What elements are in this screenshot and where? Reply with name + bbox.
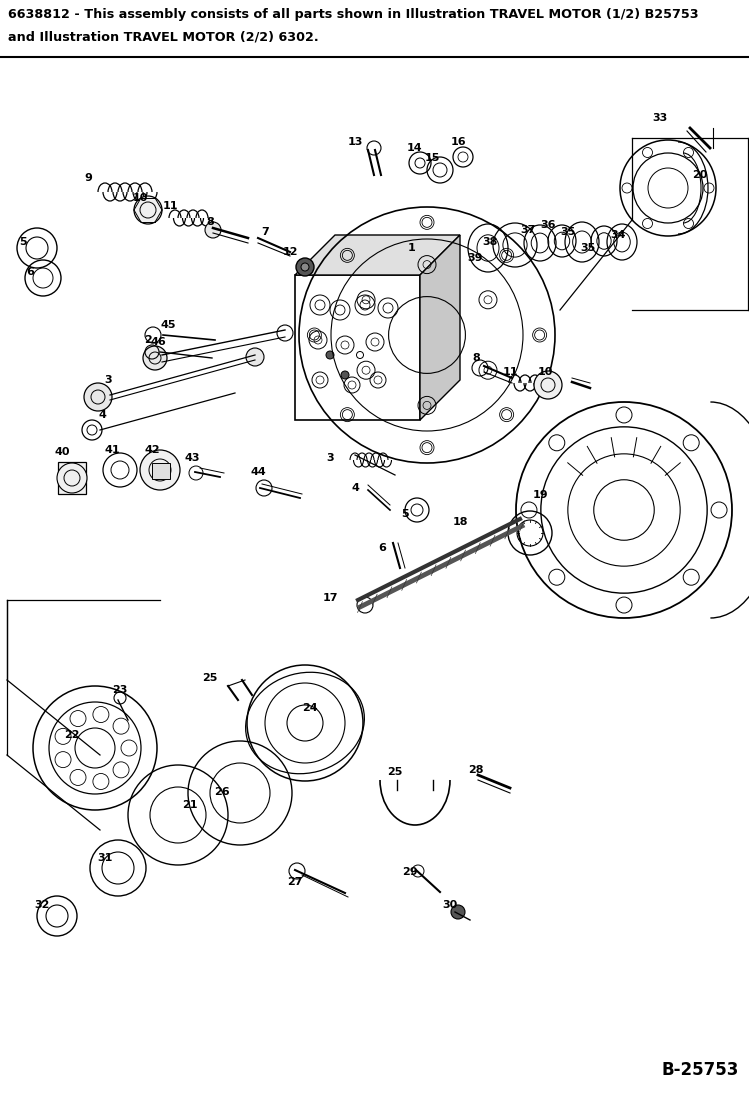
Circle shape: [134, 196, 162, 224]
Text: 32: 32: [34, 900, 49, 911]
Text: 2: 2: [144, 335, 152, 344]
Text: 10: 10: [537, 367, 553, 377]
Text: 46: 46: [150, 337, 166, 347]
Text: 3: 3: [104, 375, 112, 385]
Text: 17: 17: [322, 593, 338, 603]
Text: 7: 7: [261, 227, 269, 237]
Text: 35: 35: [560, 227, 576, 237]
Text: 29: 29: [402, 867, 418, 877]
Text: 41: 41: [104, 445, 120, 455]
Text: 6638812 - This assembly consists of all parts shown in Illustration TRAVEL MOTOR: 6638812 - This assembly consists of all …: [8, 8, 699, 21]
Polygon shape: [295, 235, 460, 275]
Text: 25: 25: [387, 767, 403, 777]
Text: 43: 43: [184, 453, 200, 463]
Text: 25: 25: [202, 672, 218, 683]
Text: 4: 4: [98, 410, 106, 420]
Bar: [152, 463, 170, 479]
Circle shape: [140, 450, 180, 490]
Text: 39: 39: [467, 253, 483, 263]
Text: 8: 8: [472, 353, 480, 363]
Text: 34: 34: [610, 230, 625, 240]
Polygon shape: [420, 235, 460, 420]
Text: 40: 40: [54, 446, 70, 457]
Text: 37: 37: [521, 225, 536, 235]
Text: 28: 28: [468, 765, 484, 774]
Text: 6: 6: [26, 267, 34, 278]
Circle shape: [301, 263, 309, 271]
Text: 3: 3: [326, 453, 334, 463]
Circle shape: [103, 453, 137, 487]
Text: 12: 12: [282, 247, 298, 257]
Circle shape: [357, 597, 373, 613]
Text: 27: 27: [288, 877, 303, 887]
Text: 14: 14: [407, 143, 423, 152]
Text: 33: 33: [652, 113, 667, 123]
Text: 20: 20: [692, 170, 708, 180]
Text: 4: 4: [351, 483, 359, 493]
Text: 11: 11: [503, 367, 518, 377]
Text: 18: 18: [452, 517, 467, 527]
Text: and Illustration TRAVEL MOTOR (2/2) 6302.: and Illustration TRAVEL MOTOR (2/2) 6302…: [8, 30, 318, 43]
Text: 11: 11: [163, 201, 178, 211]
Text: 8: 8: [206, 217, 214, 227]
Circle shape: [143, 346, 167, 370]
Circle shape: [451, 905, 465, 919]
Text: 42: 42: [145, 445, 160, 455]
Text: 19: 19: [533, 490, 548, 500]
Bar: [58, 462, 86, 494]
Text: 35: 35: [580, 244, 595, 253]
Text: 44: 44: [250, 467, 266, 477]
Text: 10: 10: [133, 193, 148, 203]
Text: B-25753: B-25753: [661, 1061, 739, 1079]
Circle shape: [205, 222, 221, 238]
Circle shape: [57, 463, 87, 493]
Text: 45: 45: [160, 320, 176, 330]
Circle shape: [341, 371, 349, 378]
Text: 6: 6: [378, 543, 386, 553]
Text: 5: 5: [19, 237, 27, 247]
Text: 1: 1: [408, 244, 416, 253]
Circle shape: [534, 371, 562, 399]
Text: 31: 31: [97, 853, 112, 863]
Text: 21: 21: [182, 800, 198, 810]
Text: 5: 5: [401, 509, 409, 519]
Text: 23: 23: [112, 685, 127, 695]
Bar: [295, 275, 420, 420]
Circle shape: [84, 383, 112, 411]
Text: 16: 16: [450, 137, 466, 147]
Text: 13: 13: [348, 137, 363, 147]
Text: 36: 36: [540, 220, 556, 230]
Text: 9: 9: [84, 173, 92, 183]
Text: 26: 26: [214, 787, 230, 798]
Text: 24: 24: [302, 703, 318, 713]
Text: 15: 15: [425, 152, 440, 163]
Circle shape: [326, 351, 334, 359]
Text: 30: 30: [443, 900, 458, 911]
Text: 38: 38: [482, 237, 497, 247]
Text: 22: 22: [64, 730, 79, 740]
Circle shape: [296, 258, 314, 276]
Circle shape: [145, 327, 161, 343]
Circle shape: [246, 348, 264, 366]
